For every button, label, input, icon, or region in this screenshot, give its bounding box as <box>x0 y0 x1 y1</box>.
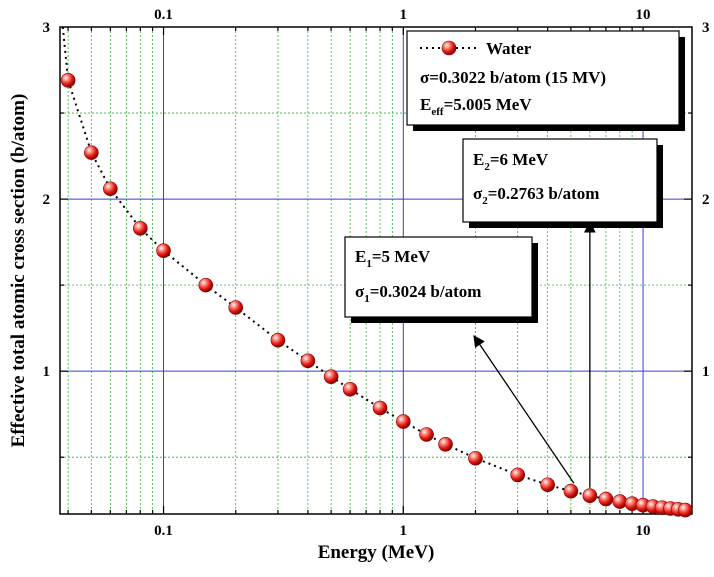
arrow-e1 <box>473 335 575 484</box>
x-tick-label-top: 10 <box>636 7 651 23</box>
data-point <box>228 300 244 315</box>
legend-label: Water <box>486 39 532 58</box>
data-point <box>342 381 358 397</box>
data-point <box>468 450 483 466</box>
y-tick-label-right: 1 <box>702 364 710 380</box>
legend-eeff-text: Eeff=5.005 MeV <box>420 95 532 118</box>
data-point <box>598 491 614 507</box>
x-axis-title: Energy (MeV) <box>318 542 435 563</box>
data-point <box>582 488 598 504</box>
e2-sigma-text: σ2=0.2763 b/atom <box>473 184 599 207</box>
plot-frame <box>59 26 693 515</box>
data-point <box>323 369 339 384</box>
x-tick-label: 10 <box>636 523 651 539</box>
y-tick-label: 1 <box>43 364 51 380</box>
data-point <box>198 277 214 293</box>
y-tick-label: 2 <box>43 192 51 208</box>
x-tick-label: 1 <box>400 523 408 539</box>
data-point <box>132 221 148 236</box>
data-point <box>156 243 171 259</box>
data-point <box>395 414 411 429</box>
data-point <box>103 181 118 197</box>
annotations: Water σ=0.3022 b/atom (15 MV) Eeff=5.005 M… <box>344 30 685 488</box>
y-axis-title: Effective total atomic cross section (b/… <box>8 94 29 448</box>
data-point <box>419 427 434 442</box>
data-points <box>60 73 693 518</box>
x-tick-label: 0.1 <box>154 523 173 539</box>
data-point <box>372 400 388 416</box>
tick-labels: 0.1 0.1 1 1 10 10 1 1 2 2 3 3 <box>43 7 710 539</box>
data-point <box>677 502 693 518</box>
data-point <box>438 437 453 452</box>
legend-sigma-text: σ=0.3022 b/atom (15 MV) <box>420 68 606 87</box>
data-point <box>84 145 99 160</box>
data-point <box>510 467 525 483</box>
data-point <box>612 494 628 509</box>
x-tick-label-top: 1 <box>400 7 408 23</box>
e1-sigma-text: σ1=0.3024 b/atom <box>355 282 481 305</box>
y-tick-label-right: 3 <box>702 20 710 36</box>
annotation-box-e1 <box>344 236 533 318</box>
data-point <box>563 483 579 499</box>
y-tick-label: 3 <box>43 20 51 36</box>
e2-energy-text: E2=6 MeV <box>473 150 549 173</box>
legend-marker <box>441 40 457 56</box>
y-tick-label-right: 2 <box>702 192 710 208</box>
data-point <box>540 477 555 493</box>
annotation-box-e2 <box>462 138 658 223</box>
data-point <box>60 73 76 88</box>
x-tick-label-top: 0.1 <box>154 7 173 23</box>
data-point <box>270 332 286 348</box>
data-point <box>300 353 316 369</box>
e1-energy-text: E1=5 MeV <box>355 247 431 270</box>
